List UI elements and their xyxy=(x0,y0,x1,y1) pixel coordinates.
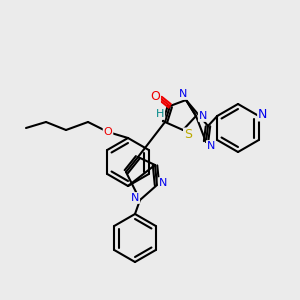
Text: N: N xyxy=(258,107,268,121)
Text: O: O xyxy=(103,127,112,137)
Text: O: O xyxy=(150,89,160,103)
Text: N: N xyxy=(179,89,187,99)
Text: H: H xyxy=(156,109,164,119)
Text: N: N xyxy=(131,193,139,203)
Text: N: N xyxy=(207,141,215,151)
Text: S: S xyxy=(184,128,192,142)
Text: N: N xyxy=(199,111,207,121)
Text: N: N xyxy=(159,178,167,188)
